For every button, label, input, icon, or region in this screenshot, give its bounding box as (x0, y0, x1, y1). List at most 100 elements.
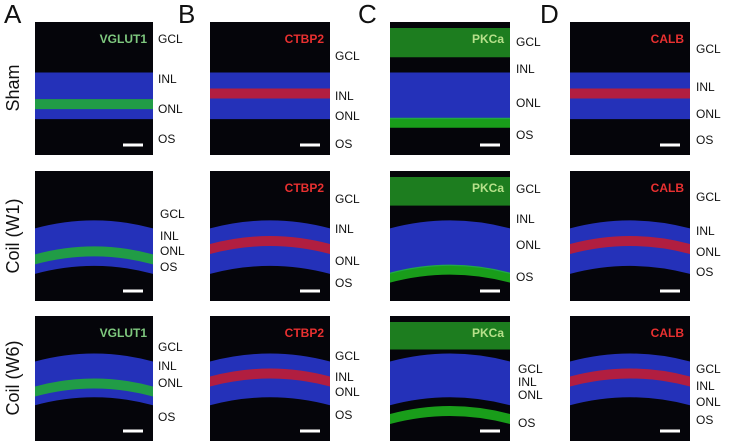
micrograph (210, 171, 330, 301)
layer-label: OS (335, 408, 352, 422)
layer-label: GCL (696, 42, 721, 56)
layer-label: ONL (516, 96, 541, 110)
layer-label: OS (516, 270, 533, 284)
layer-label: ONL (696, 107, 721, 121)
retina-blue (210, 220, 330, 274)
layer-label: OS (335, 137, 352, 151)
retina-stain (570, 88, 690, 99)
stain-label: VGLUT1 (100, 32, 148, 46)
stain-label: PKCa (472, 32, 504, 46)
layer-label: OS (335, 276, 352, 290)
retina-blue (570, 220, 690, 274)
layer-label: GCL (160, 207, 185, 221)
layer-label: ONL (160, 244, 185, 258)
layer-label: ONL (158, 376, 183, 390)
retina-stain-top (390, 177, 510, 206)
retina-stain (35, 246, 153, 265)
row-label: Sham (3, 64, 23, 111)
layer-label: INL (335, 89, 354, 103)
micrograph (35, 22, 153, 155)
layer-label: INL (518, 375, 537, 389)
micrograph (570, 171, 690, 301)
layer-label: GCL (696, 190, 721, 204)
retina-blue (390, 220, 510, 274)
micrograph (570, 22, 690, 155)
stain-label: VGLUT1 (100, 326, 148, 340)
retina-stain (35, 378, 153, 397)
micrograph (35, 171, 153, 301)
layer-label: INL (696, 224, 715, 238)
layer-label: OS (696, 265, 713, 279)
retina-stain (390, 264, 510, 283)
layer-label: ONL (335, 385, 360, 399)
micrograph (390, 22, 510, 155)
layer-label: GCL (696, 362, 721, 376)
micrograph (210, 22, 330, 155)
layer-label: ONL (516, 238, 541, 252)
layer-label: OS (518, 416, 535, 430)
layer-label: OS (158, 410, 175, 424)
layer-label: INL (335, 370, 354, 384)
retina-blue (35, 72, 153, 120)
panel-letter: A (4, 0, 22, 29)
layer-label: INL (160, 229, 179, 243)
layer-label: INL (158, 359, 177, 373)
layer-label: INL (516, 212, 535, 226)
retina-stain (390, 117, 510, 128)
retina-blue (210, 353, 330, 406)
layer-label: GCL (335, 49, 360, 63)
stain-label: CALB (651, 181, 685, 195)
layer-label: GCL (516, 182, 541, 196)
layer-label: OS (516, 128, 533, 142)
retina-stain (390, 406, 510, 424)
panel-letter: C (358, 0, 377, 29)
layer-label: INL (696, 80, 715, 94)
layer-label: INL (158, 72, 177, 86)
row-label: Coil (W1) (3, 199, 23, 274)
retina-stain (210, 88, 330, 99)
stain-label: CTBP2 (285, 326, 325, 340)
row-label: Coil (W6) (3, 341, 23, 416)
layer-label: GCL (335, 192, 360, 206)
micrograph (390, 316, 510, 441)
layer-label: GCL (158, 340, 183, 354)
retina-stain (35, 99, 153, 110)
layer-label: GCL (158, 32, 183, 46)
layer-label: GCL (335, 349, 360, 363)
layer-label: OS (696, 133, 713, 147)
retina-stain (210, 236, 330, 254)
retina-blue (390, 353, 510, 406)
layer-label: ONL (335, 109, 360, 123)
layer-label: INL (696, 379, 715, 393)
stain-label: CALB (651, 326, 685, 340)
layer-label: GCL (516, 35, 541, 49)
stain-label: CALB (651, 32, 685, 46)
stain-label: CTBP2 (285, 181, 325, 195)
micrograph (210, 316, 330, 441)
stain-label: PKCa (472, 181, 504, 195)
layer-label: OS (158, 132, 175, 146)
layer-label: INL (335, 222, 354, 236)
layer-label: ONL (696, 245, 721, 259)
retina-blue (570, 353, 690, 406)
layer-label: ONL (158, 102, 183, 116)
panel-letter: B (178, 0, 195, 29)
layer-label: ONL (335, 254, 360, 268)
retina-stain (570, 236, 690, 254)
retina-stain-top (390, 28, 510, 58)
retina-stain (210, 368, 330, 387)
retina-stain (570, 368, 690, 387)
layer-label: INL (516, 62, 535, 76)
layer-label: ONL (518, 388, 543, 402)
layer-label: OS (160, 260, 177, 274)
retina-blue (390, 72, 510, 120)
micrograph (390, 171, 510, 301)
layer-label: OS (696, 413, 713, 427)
micrograph (570, 316, 690, 441)
panel-letter: D (540, 0, 559, 29)
stain-label: PKCa (472, 326, 504, 340)
layer-label: GCL (518, 362, 543, 376)
stain-label: CTBP2 (285, 32, 325, 46)
layer-label: ONL (696, 395, 721, 409)
